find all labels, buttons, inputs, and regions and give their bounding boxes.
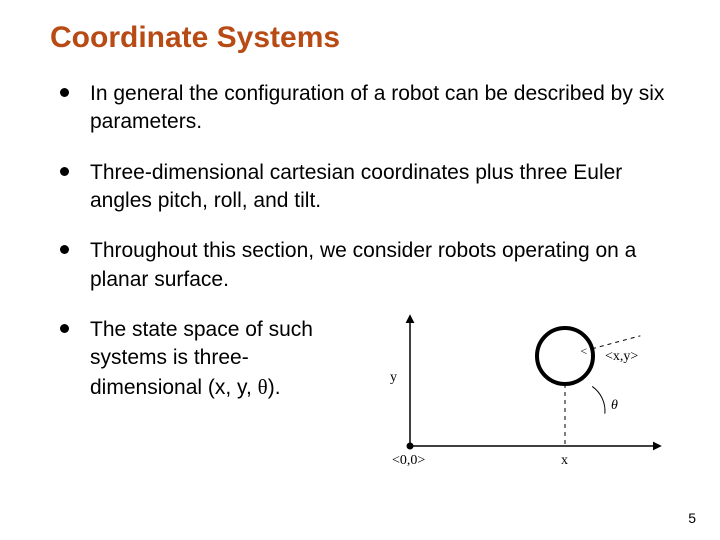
- svg-text:<x,y>: <x,y>: [605, 349, 638, 364]
- svg-text:θ: θ: [611, 398, 618, 413]
- bullet-list: In general the configuration of a robot …: [50, 80, 670, 484]
- slide-title: Coordinate Systems: [50, 20, 670, 56]
- bullet-text: Three-dimensional cartesian coordinates …: [90, 161, 622, 212]
- bullet-text: The state space of such systems is three…: [90, 316, 360, 402]
- bullet-text: In general the configuration of a robot …: [90, 82, 664, 133]
- svg-text:<: <: [580, 344, 587, 358]
- coordinate-diagram: < <0,0> y x <x,y> θ: [370, 306, 670, 484]
- bullet-item: Throughout this section, we consider rob…: [50, 237, 670, 294]
- page-number: 5: [688, 510, 696, 526]
- svg-text:<0,0>: <0,0>: [392, 453, 425, 468]
- bullet-item: In general the configuration of a robot …: [50, 80, 670, 137]
- slide-content: Coordinate Systems In general the config…: [0, 0, 720, 540]
- bullet-item: The state space of such systems is three…: [50, 316, 670, 484]
- bullet-item: Three-dimensional cartesian coordinates …: [50, 159, 670, 216]
- svg-text:y: y: [390, 370, 397, 385]
- bullet-text: Throughout this section, we consider rob…: [90, 239, 636, 290]
- svg-text:x: x: [561, 453, 568, 468]
